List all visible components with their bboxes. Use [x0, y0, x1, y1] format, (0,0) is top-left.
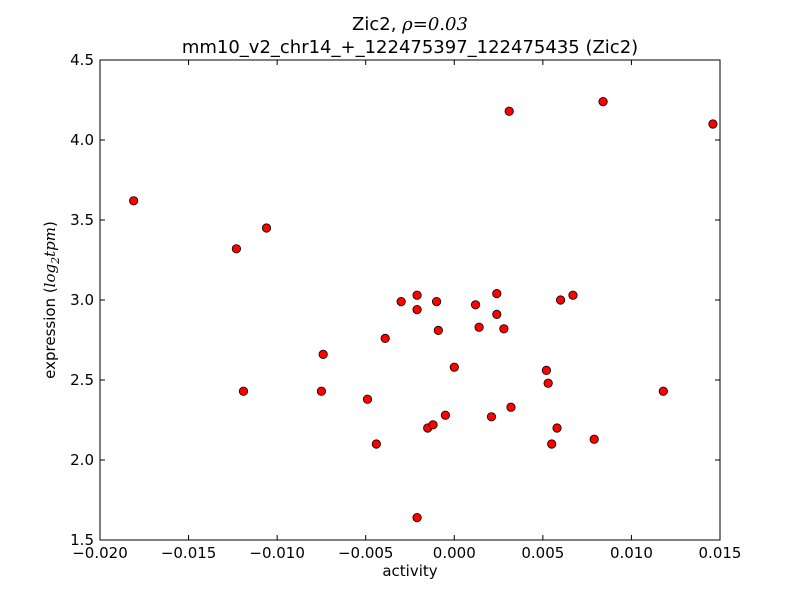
y-tick-label: 2.0: [70, 451, 94, 469]
scatter-point: [555, 295, 566, 305]
scatter-point: [486, 412, 497, 422]
y-axis-label: expression (log2tpm): [41, 221, 62, 379]
scatter-point: [231, 244, 241, 254]
scatter-point: [492, 288, 502, 299]
scatter-point: [396, 296, 406, 307]
scatter-point: [261, 223, 272, 233]
y-tick-label: 1.5: [70, 531, 94, 549]
x-tick-label: 0.005: [521, 544, 564, 562]
scatter-point: [598, 97, 608, 107]
plot-frame: [99, 59, 721, 541]
scatter-point: [547, 439, 557, 449]
y-tick-label: 3.0: [70, 291, 94, 309]
scatter-point: [504, 106, 514, 116]
data-points: [129, 97, 718, 523]
scatter-point: [412, 512, 422, 523]
y-tick-label: 4.5: [70, 51, 94, 69]
plot-area: [100, 60, 720, 540]
scatter-point: [362, 394, 373, 404]
scatter-point: [129, 196, 139, 206]
scatter-point: [412, 290, 422, 300]
chart-title-line2: mm10_v2_chr14_+_122475397_122475435 (Zic…: [182, 37, 638, 58]
scatter-point: [238, 386, 249, 396]
scatter-point: [499, 324, 509, 334]
x-tick-label: −0.015: [161, 544, 217, 562]
x-tick-label: −0.010: [249, 544, 305, 562]
scatter-point: [318, 349, 328, 359]
y-tick-label: 4.0: [70, 131, 94, 149]
y-tick-label: 2.5: [70, 371, 94, 389]
scatter-point: [371, 439, 381, 449]
scatter-point: [492, 309, 502, 319]
scatter-point: [506, 402, 516, 412]
scatter-point: [474, 322, 484, 332]
scatter-point: [380, 333, 390, 343]
scatter-point: [431, 296, 442, 307]
chart-title-line1: Zic2, ρ=0.03: [352, 14, 468, 35]
scatter-point: [708, 119, 718, 129]
scatter-point: [449, 362, 459, 372]
scatter-point: [412, 304, 422, 315]
x-tick-label: −0.005: [338, 544, 394, 562]
scatter-point: [440, 410, 451, 420]
x-tick-label: 0.015: [699, 544, 742, 562]
scatter-point: [316, 386, 327, 396]
x-tick-label: 0.000: [433, 544, 476, 562]
scatter-point: [470, 300, 481, 310]
x-tick-label: 0.010: [610, 544, 653, 562]
scatter-point: [428, 420, 438, 430]
scatter-point: [568, 290, 578, 300]
scatter-point: [541, 365, 552, 375]
scatter-point: [658, 386, 668, 396]
scatter-point: [589, 434, 599, 444]
y-tick-label: 3.5: [70, 211, 94, 229]
scatter-point: [552, 423, 562, 433]
scatter-point: [543, 378, 553, 388]
scatter-point: [433, 325, 443, 335]
x-tick-label: −0.020: [72, 544, 128, 562]
x-axis-label: activity: [382, 562, 437, 580]
